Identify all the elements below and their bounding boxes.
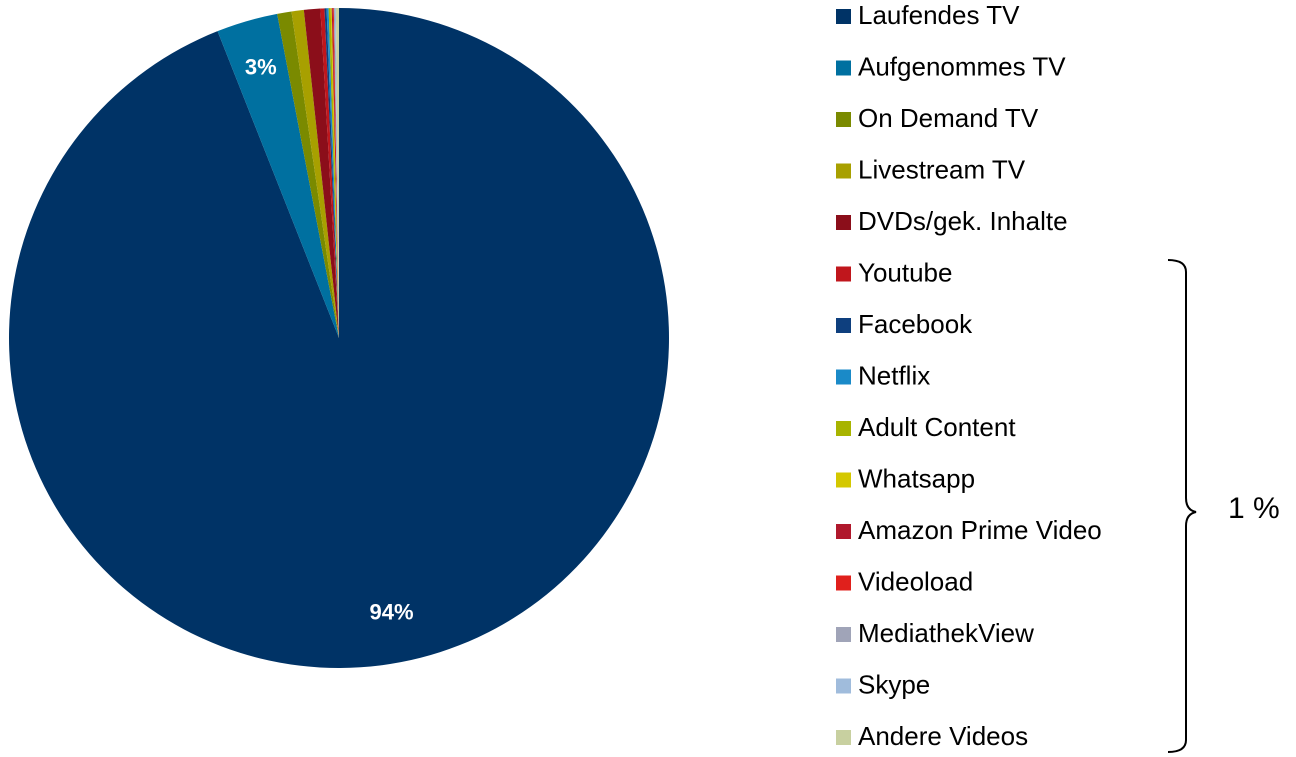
legend-label: Andere Videos <box>858 721 1028 751</box>
legend-swatch <box>836 266 851 282</box>
legend-label: Laufendes TV <box>858 0 1020 30</box>
slice <box>330 8 339 338</box>
legend-label: Facebook <box>858 309 973 339</box>
slice <box>328 8 339 338</box>
slice <box>320 8 339 339</box>
legend-swatch <box>836 9 851 24</box>
slice <box>324 8 339 339</box>
legend-label: Livestream TV <box>858 154 1026 184</box>
legend-label: Amazon Prime Video <box>858 515 1102 545</box>
slice <box>335 8 339 338</box>
legend-swatch <box>836 163 851 179</box>
legend-label: Videoload <box>858 566 973 596</box>
legend-swatch <box>836 575 851 591</box>
legend-label: DVDs/gek. Inhalte <box>858 206 1068 236</box>
slice <box>331 8 339 338</box>
legend-label: Netflix <box>858 360 930 390</box>
legend-swatch <box>836 627 851 642</box>
legend-label: Youtube <box>858 257 952 287</box>
annotation: 1 % <box>1228 492 1280 525</box>
legend-swatch <box>836 112 851 127</box>
legend-label: On Demand TV <box>858 103 1039 133</box>
value-label: 94% <box>370 599 414 624</box>
legend-label: MediathekView <box>858 618 1034 648</box>
legend-label: Skype <box>858 669 930 699</box>
legend-swatch <box>836 730 851 745</box>
slice <box>326 8 339 338</box>
slice <box>303 8 339 338</box>
legend-label: Whatsapp <box>858 463 975 493</box>
legend-label: Adult Content <box>858 412 1016 442</box>
bracket <box>1167 259 1197 753</box>
slice <box>334 8 339 339</box>
legend-swatch <box>836 678 851 694</box>
slice <box>217 13 339 338</box>
slice <box>333 8 339 338</box>
slice <box>291 9 339 339</box>
legend-label: Aufgenommes TV <box>858 51 1066 81</box>
legend-swatch <box>836 421 851 436</box>
legend-swatch <box>836 524 851 539</box>
legend-swatch <box>836 472 851 488</box>
legend-swatch <box>836 60 851 76</box>
slice <box>277 11 339 339</box>
legend-swatch <box>836 318 851 333</box>
value-label: 3% <box>245 54 277 79</box>
legend-swatch <box>836 215 851 230</box>
slice <box>332 8 339 339</box>
legend-swatch <box>836 369 851 385</box>
